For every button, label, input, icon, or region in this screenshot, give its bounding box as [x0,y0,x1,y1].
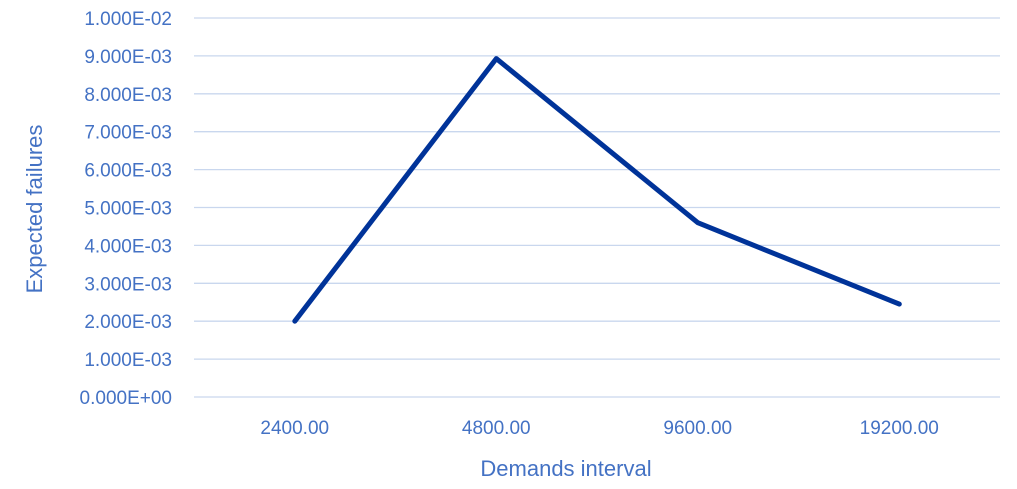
y-tick-label: 2.000E-03 [84,312,172,333]
gridlines [194,17,1000,398]
x-axis-title: Demands interval [480,456,651,481]
y-tick-label: 4.000E-03 [84,236,172,257]
x-axis-ticks: 2400.00 4800.00 9600.00 19200.00 [260,418,938,439]
series-line [292,56,902,324]
x-tick-label: 2400.00 [260,418,329,439]
y-tick-label: 7.000E-03 [84,123,172,144]
x-tick-label: 9600.00 [663,418,732,439]
y-tick-label: 3.000E-03 [84,274,172,295]
x-tick-label: 19200.00 [860,418,939,439]
y-tick-label: 0.000E+00 [80,388,172,409]
series-layer [292,56,902,324]
y-tick-label: 1.000E-03 [84,350,172,371]
y-tick-label: 6.000E-03 [84,161,172,182]
y-axis-ticks: 0.000E+00 1.000E-03 2.000E-03 3.000E-03 4.00… [80,9,172,409]
x-tick-label: 4800.00 [462,418,531,439]
y-tick-label: 1.000E-02 [84,9,172,30]
y-tick-label: 8.000E-03 [84,85,172,106]
y-axis-title: Expected failures [22,125,47,294]
y-tick-label: 9.000E-03 [84,47,172,68]
y-tick-label: 5.000E-03 [84,199,172,220]
